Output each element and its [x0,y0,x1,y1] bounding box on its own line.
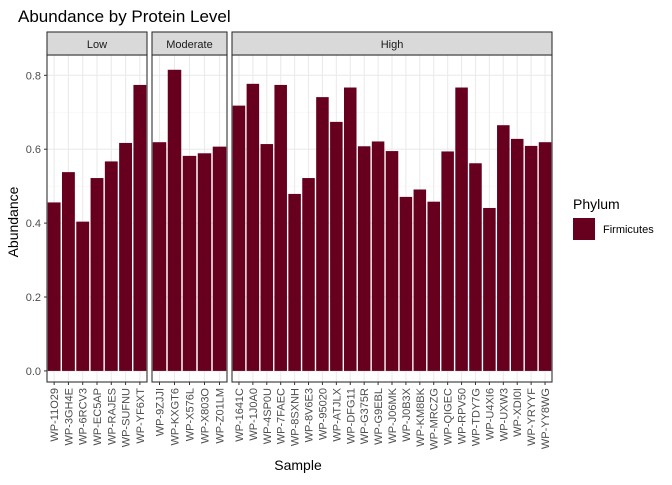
x-tick-label: WP-YRYYF [526,388,538,446]
x-tick-label: WP-KXGT6 [170,388,182,445]
bar-wp-11o29 [47,202,61,371]
x-tick-label: WP-EC5AP [92,388,104,445]
bar-wp-u4xi6 [483,207,496,371]
x-tick-label: WP-6RCV3 [78,388,90,445]
y-tick-label: 0.8 [26,70,41,82]
facet-strip-high [231,31,553,56]
bar-wp-yryyf [524,145,538,371]
bar-wp-rajes [104,161,118,371]
x-tick-label: WP-DFG11 [345,388,357,444]
bar-wp-z01lm [212,146,227,371]
bar-wp-dfg11 [344,87,357,371]
legend-title: Phylum [573,196,620,212]
x-tick-label: WP-J06MK [387,387,399,443]
x-tick-label: WP-KM8BK [415,387,427,446]
x-tick-label: WP-G375R [359,388,371,444]
bar-wp-tdy7g [469,163,482,371]
legend: Phylum Firmicutes [573,196,654,240]
bar-wp-kxgt6 [167,69,182,371]
x-tick-label: WP-MRCZG [429,388,441,450]
facet-strip-moderate [151,31,228,56]
x-tick-label: WP-XDI0I [512,388,524,437]
x-tick-label: WP-RAJES [106,388,118,445]
facet-strip-label: Moderate [166,39,212,51]
bar-wp-1641c [232,105,246,371]
x-tick-label: WP-1J0A0 [248,388,260,441]
y-tick-label: 0.2 [26,292,41,304]
x-tick-label: WP-TDY7G [470,388,482,446]
x-tick-label: WP-G9EBL [373,388,385,445]
x-tick-label: WP-ATJLX [331,387,343,441]
y-tick-label: 0.0 [26,366,41,378]
x-tick-label: WP-Z01LM [215,388,227,444]
chart-title: Abundance by Protein Level [18,7,231,26]
bar-wp-8sxnh [288,193,301,371]
panel-moderate: Moderate WP-9ZJJI WP-KXGT6 WP-X576L WP-X803O… [151,31,228,445]
bar-wp-sufnu [119,142,132,371]
bar-wp-7faec [274,84,287,371]
bar-wp-9zjji [152,142,167,371]
x-tick-label: WP-J0B3X [401,387,413,441]
legend-key-firmicutes [573,218,595,240]
bar-wp-x576l [182,155,197,371]
x-tick-label: WP-3GH4E [63,388,75,445]
x-tick-label: WP-4SP0U [262,388,274,444]
legend-label-firmicutes: Firmicutes [603,224,654,236]
bar-wp-km8bk [413,189,427,371]
bar-wp-95020 [316,97,329,371]
x-tick-label: WP-X803O [200,388,212,444]
bar-wp-j0b3x [399,196,413,371]
bar-wp-yy8wg [538,142,552,371]
x-axis-label: Sample [274,457,322,473]
facet-strip-low [46,31,148,56]
x-tick-label: WP-UXW3 [498,388,510,441]
bar-wp-8v6e3 [302,178,315,371]
bar-wp-x803o [197,153,212,371]
y-axis-label: Abundance [5,186,21,257]
bar-wp-mrczg [427,201,440,371]
x-tick-label: WP-8SXNH [290,388,302,446]
x-tick-label: WP-7FAEC [276,388,288,444]
x-tick-label: WP-RPV50 [457,388,469,444]
x-tick-label: WP-X576L [185,388,197,441]
bar-wp-atjlx [330,121,343,371]
bar-wp-4sp0u [260,144,274,371]
bar-wp-rpv50 [455,87,468,371]
x-tick-label: WP-1641C [234,388,246,442]
bar-wp-qigec [441,151,454,371]
x-tick-label: WP-11O29 [49,388,61,442]
panel-low: Low WP-11O29 WP-3GH4E WP-6RCV3 WP-EC5AP WP-RA… [46,31,148,447]
bar-wp-g375r [357,146,371,371]
bar-wp-j06mk [385,151,399,371]
x-tick-label: WP-SUFNU [121,388,133,447]
y-tick-label: 0.4 [26,218,41,230]
x-tick-label: WP-YY8WG [540,388,552,449]
x-tick-label: WP-95020 [317,388,329,440]
x-tick-label: WP-8V6E3 [304,388,316,442]
bar-wp-1j0a0 [246,83,260,371]
bar-wp-3gh4e [62,172,75,371]
y-tick-label: 0.6 [26,144,41,156]
facet-strip-label: Low [87,39,107,51]
x-tick-label: WP-U4XI6 [484,388,496,440]
facet-panels: Low WP-11O29 WP-3GH4E WP-6RCV3 WP-EC5AP WP-RA… [26,31,553,450]
bar-wp-g9ebl [371,141,385,371]
bar-wp-uxw3 [497,125,510,371]
bar-wp-xdi0i [510,138,524,371]
x-tick-label: WP-QIGEC [443,388,455,445]
bar-wp-yf6xt [133,84,147,371]
x-tick-label: WP-YF6XT [135,388,147,444]
bar-wp-ec5ap [90,178,104,371]
facet-strip-label: High [381,39,404,51]
bar-wp-6rcv3 [76,221,90,371]
x-tick-label: WP-9ZJJI [155,388,167,436]
